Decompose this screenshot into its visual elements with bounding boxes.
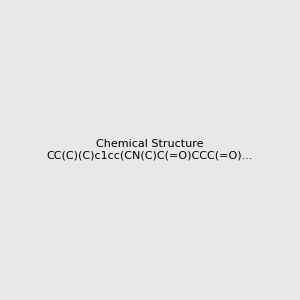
Text: Chemical Structure
CC(C)(C)c1cc(CN(C)C(=O)CCC(=O)...: Chemical Structure CC(C)(C)c1cc(CN(C)C(=… [47, 139, 253, 161]
